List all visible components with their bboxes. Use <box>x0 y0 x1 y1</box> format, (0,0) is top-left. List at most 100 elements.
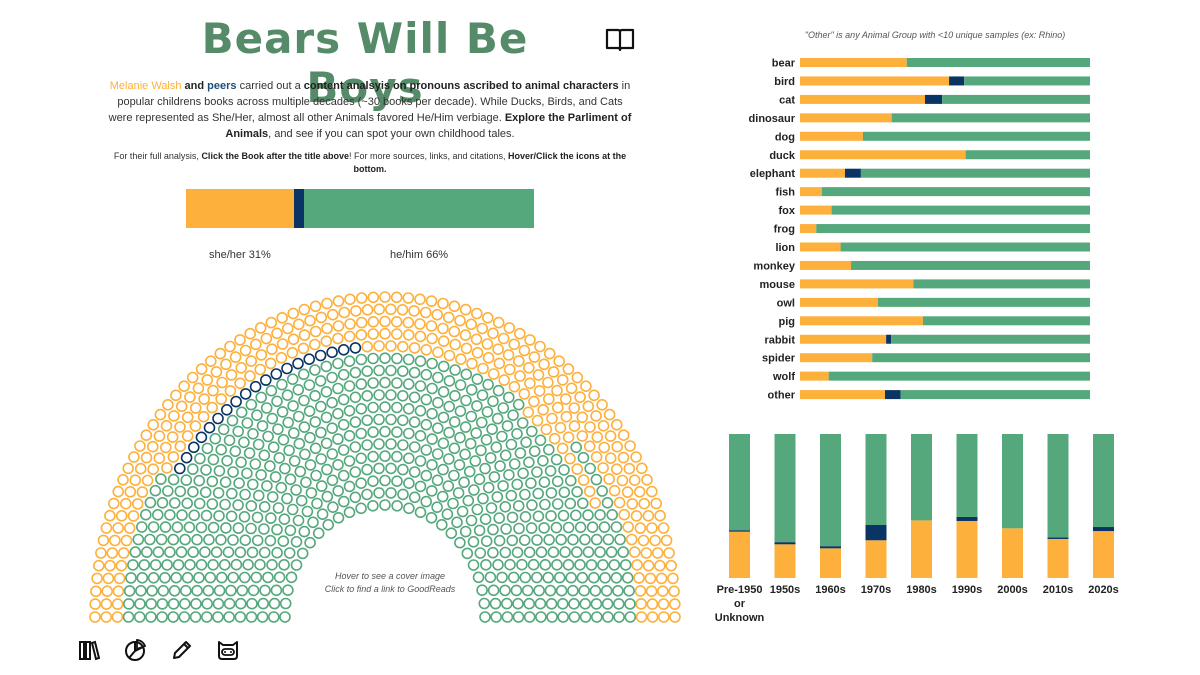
book-seat-he[interactable] <box>332 459 344 471</box>
animal-bar-he-him[interactable] <box>891 113 1090 123</box>
book-seat-he[interactable] <box>277 434 290 446</box>
book-seat-she[interactable] <box>115 559 128 572</box>
book-seat-she[interactable] <box>487 368 500 380</box>
book-seat-he[interactable] <box>293 437 306 450</box>
book-seat-she[interactable] <box>554 421 567 434</box>
book-seat-he[interactable] <box>167 598 180 610</box>
book-seat-he[interactable] <box>129 546 142 558</box>
book-seat-she[interactable] <box>668 585 680 598</box>
book-seat-he[interactable] <box>617 546 630 558</box>
book-seat-she[interactable] <box>498 374 511 386</box>
book-seat-he[interactable] <box>545 597 558 610</box>
book-seat-he[interactable] <box>132 533 145 546</box>
book-seat-he[interactable] <box>227 534 239 546</box>
book-seat-he[interactable] <box>507 409 519 421</box>
book-seat-he[interactable] <box>490 441 503 453</box>
book-seat-he[interactable] <box>414 405 427 417</box>
animal-bar-she-her[interactable] <box>800 113 892 123</box>
book-seat-he[interactable] <box>600 584 613 597</box>
book-seat-he[interactable] <box>283 444 295 457</box>
book-seat-she[interactable] <box>332 295 345 307</box>
book-seat-he[interactable] <box>460 368 473 381</box>
book-seat-he[interactable] <box>601 497 614 509</box>
book-seat-he[interactable] <box>332 407 344 420</box>
book-seat-she[interactable] <box>332 332 344 345</box>
book-seat-she[interactable] <box>384 303 397 316</box>
book-seat-she[interactable] <box>293 318 305 331</box>
book-seat-he[interactable] <box>473 473 486 486</box>
book-seat-he[interactable] <box>261 480 273 492</box>
book-seat-he[interactable] <box>525 522 538 534</box>
book-seat-he[interactable] <box>489 597 502 610</box>
book-seat-she[interactable] <box>181 411 194 424</box>
animal-bar-he-him[interactable] <box>821 187 1090 197</box>
book-seat-he[interactable] <box>269 471 282 483</box>
book-seat-she[interactable] <box>220 358 232 371</box>
book-seat-he[interactable] <box>494 460 506 472</box>
book-seat-he[interactable] <box>436 490 449 503</box>
book-seat-she[interactable] <box>493 357 506 370</box>
book-seat-she[interactable] <box>618 508 631 521</box>
book-seat-he[interactable] <box>465 410 478 423</box>
animal-bar-she-her[interactable] <box>800 353 873 363</box>
book-seat-she[interactable] <box>355 292 368 304</box>
book-seat-he[interactable] <box>215 443 227 456</box>
book-seat-she[interactable] <box>642 559 655 572</box>
book-seat-she[interactable] <box>630 451 642 463</box>
book-seat-he[interactable] <box>181 497 193 510</box>
book-seat-she[interactable] <box>482 352 495 364</box>
book-seat-he[interactable] <box>475 416 488 429</box>
book-seat-he[interactable] <box>477 492 489 505</box>
book-seat-he[interactable] <box>135 521 148 533</box>
book-seat-she[interactable] <box>604 430 617 442</box>
book-seat-he[interactable] <box>343 430 356 442</box>
book-seat-he[interactable] <box>590 533 603 546</box>
book-seat-he[interactable] <box>266 412 279 425</box>
book-seat-he[interactable] <box>262 430 274 443</box>
animal-bar-she-her[interactable] <box>800 187 822 197</box>
animal-bar-she-her[interactable] <box>800 242 841 252</box>
book-seat-he[interactable] <box>437 386 450 398</box>
book-seat-he[interactable] <box>239 488 251 501</box>
book-seat-he[interactable] <box>290 484 302 496</box>
book-seat-he[interactable] <box>519 511 532 523</box>
book-seat-he[interactable] <box>465 384 478 396</box>
book-seat-she[interactable] <box>244 370 256 382</box>
book-seat-she[interactable] <box>590 451 603 463</box>
book-seat-he[interactable] <box>255 469 267 481</box>
book-seat-she[interactable] <box>645 485 658 498</box>
book-seat-he[interactable] <box>279 611 291 623</box>
book-seat-he[interactable] <box>279 597 292 610</box>
book-seat-she[interactable] <box>471 347 484 359</box>
book-seat-she[interactable] <box>184 391 196 403</box>
book-seat-she[interactable] <box>192 382 205 395</box>
book-seat-she[interactable] <box>250 338 262 351</box>
overall-he-segment[interactable] <box>304 189 534 228</box>
book-seat-he[interactable] <box>523 546 536 559</box>
book-seat-he[interactable] <box>206 498 219 510</box>
book-seat-she[interactable] <box>287 333 300 346</box>
book-seat-he[interactable] <box>512 500 525 512</box>
author-link[interactable]: Melanie Walsh <box>109 80 182 92</box>
book-seat-she[interactable] <box>589 497 602 509</box>
book-seat-she[interactable] <box>477 362 489 375</box>
book-seat-he[interactable] <box>145 598 157 610</box>
book-seat-she[interactable] <box>123 522 136 534</box>
book-seat-he[interactable] <box>200 464 212 476</box>
book-seat-she[interactable] <box>186 371 199 384</box>
book-seat-he[interactable] <box>298 525 311 538</box>
book-seat-she[interactable] <box>443 349 456 362</box>
book-seat-she[interactable] <box>338 306 351 319</box>
animal-bar-he-him[interactable] <box>942 94 1090 104</box>
book-seat-he[interactable] <box>307 516 319 529</box>
book-seat-he[interactable] <box>367 426 379 438</box>
book-seat-he[interactable] <box>437 360 450 373</box>
book-seat-he[interactable] <box>488 471 501 483</box>
book-seat-he[interactable] <box>610 571 623 584</box>
book-seat-he[interactable] <box>379 474 391 487</box>
decade-bar-he-him[interactable] <box>911 434 932 521</box>
book-seat-he[interactable] <box>281 389 294 401</box>
book-seat-he[interactable] <box>223 597 236 610</box>
book-seat-he[interactable] <box>326 371 338 384</box>
book-seat-he[interactable] <box>426 382 438 395</box>
